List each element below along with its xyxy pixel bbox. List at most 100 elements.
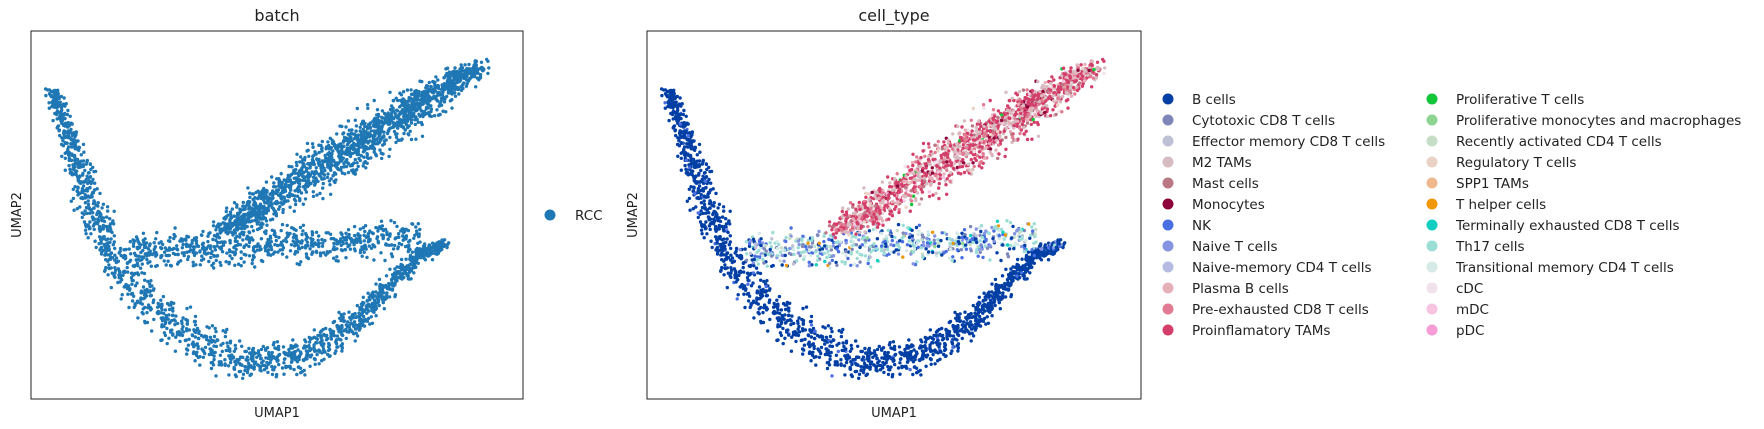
data-point bbox=[697, 190, 701, 194]
data-point bbox=[841, 341, 845, 345]
data-point bbox=[180, 239, 185, 243]
data-point bbox=[141, 240, 146, 244]
data-point bbox=[863, 346, 867, 351]
data-point bbox=[340, 346, 344, 350]
data-point bbox=[193, 343, 197, 347]
data-point bbox=[702, 202, 707, 207]
data-point bbox=[843, 354, 847, 358]
data-point bbox=[62, 112, 67, 117]
data-point bbox=[825, 366, 830, 371]
data-point bbox=[270, 350, 274, 355]
data-point bbox=[71, 187, 76, 191]
data-point bbox=[137, 254, 141, 258]
data-point bbox=[68, 129, 72, 133]
data-point bbox=[281, 195, 286, 199]
data-point bbox=[417, 232, 421, 236]
data-point bbox=[187, 328, 192, 332]
data-point bbox=[300, 245, 304, 249]
data-point bbox=[684, 114, 688, 119]
data-point bbox=[415, 117, 419, 122]
data-point bbox=[478, 73, 483, 77]
data-point bbox=[240, 344, 244, 348]
data-point bbox=[326, 140, 330, 144]
data-point bbox=[147, 244, 152, 248]
data-point bbox=[279, 201, 284, 205]
data-point bbox=[63, 156, 67, 160]
data-point bbox=[311, 145, 315, 149]
data-point bbox=[372, 150, 376, 154]
data-point bbox=[321, 251, 326, 255]
data-point bbox=[212, 234, 217, 238]
data-point bbox=[702, 199, 706, 203]
data-point bbox=[349, 321, 353, 325]
data-point bbox=[77, 148, 81, 152]
data-point bbox=[692, 186, 696, 190]
data-point bbox=[226, 225, 230, 230]
data-point bbox=[83, 188, 88, 193]
data-point bbox=[986, 321, 991, 325]
data-point bbox=[736, 293, 740, 297]
data-point bbox=[372, 129, 377, 134]
data-point bbox=[445, 66, 450, 70]
data-point bbox=[333, 247, 337, 252]
data-point bbox=[294, 228, 298, 232]
data-point bbox=[199, 333, 204, 338]
data-point bbox=[51, 99, 55, 103]
data-point bbox=[358, 308, 362, 312]
data-point bbox=[416, 261, 420, 265]
data-point bbox=[726, 230, 730, 235]
data-point bbox=[377, 127, 382, 131]
data-point bbox=[284, 364, 288, 368]
data-point bbox=[340, 326, 344, 330]
data-point bbox=[719, 268, 723, 272]
data-point bbox=[1004, 267, 1008, 271]
data-point bbox=[383, 227, 388, 232]
data-point bbox=[307, 162, 312, 166]
data-point bbox=[213, 350, 217, 355]
data-point bbox=[891, 340, 896, 344]
data-point bbox=[105, 248, 109, 253]
data-point bbox=[109, 285, 114, 290]
data-point bbox=[432, 91, 436, 95]
data-point bbox=[261, 222, 265, 226]
data-point bbox=[106, 244, 110, 248]
data-point bbox=[239, 256, 243, 261]
data-point bbox=[923, 335, 927, 340]
data-point bbox=[359, 248, 363, 252]
data-point bbox=[414, 265, 418, 269]
data-point bbox=[709, 181, 713, 185]
data-point bbox=[685, 142, 689, 146]
data-point bbox=[353, 249, 357, 253]
data-point bbox=[438, 112, 442, 117]
data-point bbox=[362, 145, 366, 149]
data-point bbox=[263, 347, 268, 351]
data-point bbox=[338, 142, 343, 146]
data-point bbox=[63, 151, 67, 155]
data-point bbox=[403, 111, 407, 116]
data-point bbox=[248, 238, 252, 243]
data-point bbox=[286, 354, 291, 358]
data-point bbox=[262, 189, 266, 194]
data-point bbox=[341, 156, 345, 160]
data-point bbox=[66, 145, 71, 149]
data-point bbox=[356, 133, 360, 137]
data-point bbox=[55, 125, 60, 129]
data-point bbox=[335, 334, 340, 338]
data-point bbox=[304, 190, 309, 194]
data-point bbox=[445, 94, 449, 99]
data-point bbox=[414, 248, 418, 252]
data-point bbox=[185, 352, 189, 356]
data-point bbox=[131, 264, 135, 268]
data-point bbox=[190, 238, 194, 243]
data-point bbox=[762, 306, 766, 310]
data-point bbox=[712, 204, 716, 208]
data-point bbox=[263, 363, 267, 368]
data-point bbox=[208, 231, 212, 235]
data-point bbox=[749, 284, 754, 288]
data-point bbox=[374, 306, 379, 310]
data-point bbox=[346, 228, 351, 232]
data-point bbox=[338, 149, 342, 153]
data-point bbox=[83, 168, 87, 173]
data-point bbox=[446, 72, 450, 76]
data-point bbox=[320, 170, 324, 174]
